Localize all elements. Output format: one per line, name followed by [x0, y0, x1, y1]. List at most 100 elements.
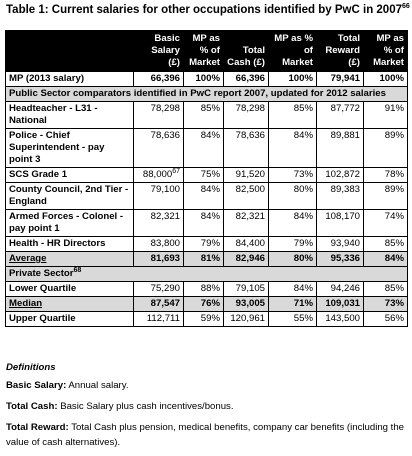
- value-cell: 71%: [268, 296, 317, 312]
- value-text: 87,772: [330, 103, 360, 114]
- value-text: 79,941: [330, 73, 360, 84]
- value-cell: 74%: [363, 209, 408, 237]
- value-text: 143,500: [325, 313, 360, 324]
- value-cell: 85%: [183, 101, 224, 129]
- value-text: 89%: [384, 184, 404, 195]
- value-text: 87,547: [150, 298, 180, 309]
- value-text: 109,031: [325, 298, 360, 309]
- value-cell: 89%: [363, 128, 408, 168]
- row-label-text: Health - HR Directors: [9, 238, 106, 249]
- header-cell: MP as % of Market: [268, 30, 317, 72]
- definitions: Definitions Basic Salary: Annual salary.…: [6, 360, 406, 456]
- value-cell: 78%: [363, 167, 408, 183]
- value-text: 78,636: [150, 130, 180, 141]
- value-text: 93,940: [330, 238, 360, 249]
- value-cell: 102,872: [316, 167, 364, 183]
- data-row: Armed Forces - Colonel - pay point 1 82,3…: [5, 209, 408, 237]
- value-cell: 82,500: [223, 182, 269, 210]
- value-text: 78%: [384, 169, 404, 180]
- value-cell: 120,961: [223, 311, 269, 327]
- value-cell: 87,547: [133, 296, 184, 312]
- row-label-text: Armed Forces - Colonel - pay point 1: [9, 211, 124, 234]
- value-text: 75%: [200, 169, 220, 180]
- value-cell: 87,772: [316, 101, 364, 129]
- definition-term: Total Cash:: [6, 401, 58, 412]
- row-label: Police - Chief Superintendent - pay poin…: [5, 128, 134, 168]
- value-text: 82,500: [235, 184, 265, 195]
- value-text: 93,005: [235, 298, 265, 309]
- value-cell: 88%: [183, 281, 224, 297]
- value-cell: 79,100: [133, 182, 184, 210]
- value-text: 84%: [293, 283, 313, 294]
- value-text: 88,000: [142, 169, 173, 180]
- definition: Basic Salary: Annual salary.: [6, 378, 406, 393]
- value-cell: 66,396: [133, 71, 184, 87]
- value-text: 84%: [200, 211, 220, 222]
- value-text: 88%: [200, 283, 220, 294]
- value-cell: 100%: [363, 71, 408, 87]
- header-cell: Basic Salary (£): [133, 30, 184, 72]
- definitions-heading: Definitions: [6, 362, 56, 373]
- data-row: SCS Grade 1 88,00067 75% 91,520 73% 102,872 78…: [5, 167, 408, 183]
- value-text: 85%: [293, 103, 313, 114]
- value-cell: 91%: [363, 101, 408, 129]
- value-text: 85%: [384, 283, 404, 294]
- value-cell: 112,711: [133, 311, 184, 327]
- definition-text: Annual salary.: [66, 380, 129, 391]
- value-text: 100%: [195, 73, 220, 84]
- row-label: County Council, 2nd Tier - England: [5, 182, 134, 210]
- value-cell: 79,105: [223, 281, 269, 297]
- section-title: Private Sector: [9, 268, 74, 279]
- section-row: Public Sector comparators identified in …: [5, 86, 408, 102]
- definition-text: Basic Salary plus cash incentives/bonus.: [57, 401, 234, 412]
- value-cell: 80%: [268, 251, 317, 267]
- value-text: 71%: [293, 298, 313, 309]
- definition-term: Total Reward:: [6, 422, 69, 433]
- data-row: Police - Chief Superintendent - pay poin…: [5, 128, 408, 168]
- value-cell: 78,636: [133, 128, 184, 168]
- value-text: 66,396: [235, 73, 265, 84]
- table-title: Table 1: Current salaries for other occu…: [6, 3, 410, 16]
- footnote-ref: 67: [172, 167, 180, 175]
- value-cell: 88,00067: [133, 167, 184, 183]
- value-text: 89,383: [330, 184, 360, 195]
- section-row: Private Sector68: [5, 266, 408, 282]
- title-text: Table 1: Current salaries for other occu…: [6, 4, 402, 16]
- section-cell: Public Sector comparators identified in …: [5, 86, 408, 102]
- value-cell: 91,520: [223, 167, 269, 183]
- value-cell: 73%: [268, 167, 317, 183]
- data-row: Average 81,693 81% 82,946 80% 95,336 84%: [5, 251, 408, 267]
- value-cell: 108,170: [316, 209, 364, 237]
- definition: Total Cash: Basic Salary plus cash incen…: [6, 399, 406, 414]
- row-label-text: Lower Quartile: [9, 283, 77, 294]
- value-cell: 84%: [183, 128, 224, 168]
- value-cell: 66,396: [223, 71, 269, 87]
- row-label-text: Average: [9, 253, 47, 264]
- value-text: 78,636: [235, 130, 265, 141]
- row-label-text: MP (2013 salary): [9, 73, 85, 84]
- value-text: 84%: [293, 130, 313, 141]
- value-cell: 75%: [183, 167, 224, 183]
- header-cell: [5, 30, 134, 72]
- value-cell: 82,321: [223, 209, 269, 237]
- value-text: 81%: [200, 253, 220, 264]
- value-cell: 80%: [268, 182, 317, 210]
- value-text: 82,321: [235, 211, 265, 222]
- section-cell: Private Sector68: [5, 266, 408, 282]
- row-label: Lower Quartile: [5, 281, 134, 297]
- value-cell: 143,500: [316, 311, 364, 327]
- value-text: 79%: [200, 238, 220, 249]
- salary-table: Basic Salary (£) MP as % of Market Total C…: [5, 30, 408, 327]
- value-text: 76%: [200, 298, 220, 309]
- value-cell: 79%: [183, 236, 224, 252]
- value-cell: 85%: [363, 281, 408, 297]
- row-label: Upper Quartile: [5, 311, 134, 327]
- row-label: Health - HR Directors: [5, 236, 134, 252]
- header-cell: MP as % of Market: [183, 30, 224, 72]
- value-cell: 76%: [183, 296, 224, 312]
- value-text: 84%: [200, 130, 220, 141]
- data-row: Median 87,547 76% 93,005 71% 109,031 73%: [5, 296, 408, 312]
- value-text: 56%: [384, 313, 404, 324]
- header-cell: Total Cash (£): [223, 30, 269, 72]
- value-cell: 82,321: [133, 209, 184, 237]
